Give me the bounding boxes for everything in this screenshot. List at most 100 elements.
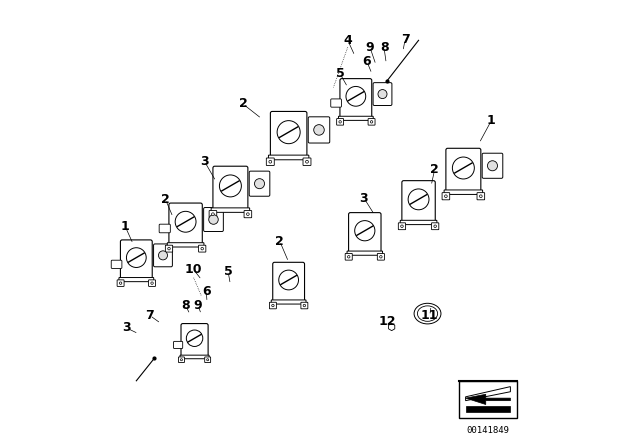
Circle shape [151, 282, 153, 284]
FancyBboxPatch shape [308, 117, 330, 143]
FancyBboxPatch shape [368, 119, 375, 125]
Circle shape [371, 121, 372, 123]
Circle shape [120, 282, 122, 284]
Ellipse shape [414, 303, 441, 324]
Text: 00141849: 00141849 [467, 426, 509, 435]
Circle shape [378, 90, 387, 99]
Text: 1: 1 [487, 114, 495, 128]
Circle shape [246, 213, 249, 215]
Circle shape [434, 225, 436, 228]
Circle shape [269, 160, 272, 163]
Text: 3: 3 [200, 155, 209, 168]
Bar [459, 381, 517, 418]
Circle shape [339, 121, 341, 123]
FancyBboxPatch shape [169, 203, 202, 245]
FancyBboxPatch shape [249, 171, 270, 196]
Text: 2: 2 [239, 97, 247, 111]
Circle shape [279, 270, 298, 290]
Text: 12: 12 [378, 314, 396, 328]
Circle shape [212, 213, 214, 215]
Text: 5: 5 [224, 265, 232, 279]
Circle shape [255, 179, 264, 189]
Polygon shape [466, 394, 511, 405]
Circle shape [277, 121, 300, 144]
FancyBboxPatch shape [167, 243, 204, 247]
FancyBboxPatch shape [345, 254, 352, 260]
Text: 8: 8 [181, 299, 190, 312]
Circle shape [380, 255, 382, 258]
FancyBboxPatch shape [347, 251, 383, 255]
Circle shape [445, 195, 447, 198]
Text: 9: 9 [366, 41, 374, 55]
FancyBboxPatch shape [373, 82, 392, 105]
Circle shape [488, 161, 497, 171]
FancyBboxPatch shape [398, 223, 406, 230]
FancyBboxPatch shape [269, 302, 276, 309]
Text: 4: 4 [344, 34, 352, 47]
Circle shape [201, 247, 204, 250]
Polygon shape [466, 406, 511, 412]
Text: 7: 7 [145, 309, 154, 322]
Text: 2: 2 [430, 163, 439, 176]
FancyBboxPatch shape [159, 224, 170, 233]
FancyBboxPatch shape [198, 245, 206, 252]
FancyBboxPatch shape [331, 99, 341, 107]
FancyBboxPatch shape [179, 357, 184, 362]
FancyBboxPatch shape [444, 190, 483, 194]
Text: 8: 8 [380, 41, 388, 55]
FancyBboxPatch shape [119, 278, 154, 282]
FancyBboxPatch shape [400, 220, 437, 224]
Text: 7: 7 [401, 33, 410, 46]
FancyBboxPatch shape [270, 112, 307, 157]
Text: 3: 3 [122, 321, 131, 335]
Circle shape [159, 251, 168, 260]
FancyBboxPatch shape [165, 245, 173, 252]
FancyBboxPatch shape [111, 260, 122, 268]
Text: 10: 10 [185, 263, 202, 276]
Circle shape [127, 248, 146, 267]
FancyBboxPatch shape [340, 79, 372, 118]
FancyBboxPatch shape [337, 119, 344, 125]
FancyBboxPatch shape [120, 240, 152, 280]
Text: 1: 1 [121, 220, 129, 233]
Text: 3: 3 [360, 191, 368, 205]
Text: 5: 5 [336, 67, 344, 81]
Circle shape [346, 86, 365, 106]
FancyBboxPatch shape [273, 263, 305, 302]
Circle shape [209, 215, 218, 224]
Circle shape [479, 195, 482, 198]
FancyBboxPatch shape [148, 280, 156, 286]
FancyBboxPatch shape [378, 254, 385, 260]
Circle shape [186, 330, 203, 346]
FancyBboxPatch shape [339, 116, 373, 121]
Circle shape [355, 220, 375, 241]
FancyBboxPatch shape [477, 193, 484, 200]
FancyBboxPatch shape [446, 148, 481, 192]
FancyBboxPatch shape [117, 280, 124, 286]
Polygon shape [466, 387, 511, 401]
Circle shape [452, 157, 474, 179]
FancyBboxPatch shape [205, 357, 211, 362]
Circle shape [401, 225, 403, 228]
FancyBboxPatch shape [204, 207, 223, 232]
FancyBboxPatch shape [482, 153, 503, 178]
FancyBboxPatch shape [266, 158, 275, 165]
Circle shape [305, 160, 308, 163]
Circle shape [168, 247, 170, 250]
Circle shape [180, 359, 182, 361]
Ellipse shape [417, 306, 438, 321]
FancyBboxPatch shape [173, 341, 182, 349]
FancyBboxPatch shape [154, 244, 172, 267]
Text: 2: 2 [161, 193, 170, 206]
FancyBboxPatch shape [271, 300, 306, 304]
Text: 11: 11 [421, 309, 438, 323]
FancyBboxPatch shape [209, 211, 217, 218]
Circle shape [348, 255, 350, 258]
FancyBboxPatch shape [244, 211, 252, 218]
Circle shape [303, 304, 305, 307]
FancyBboxPatch shape [211, 208, 250, 212]
FancyBboxPatch shape [402, 181, 435, 223]
FancyBboxPatch shape [180, 355, 209, 359]
FancyBboxPatch shape [431, 223, 439, 230]
Circle shape [314, 125, 324, 135]
